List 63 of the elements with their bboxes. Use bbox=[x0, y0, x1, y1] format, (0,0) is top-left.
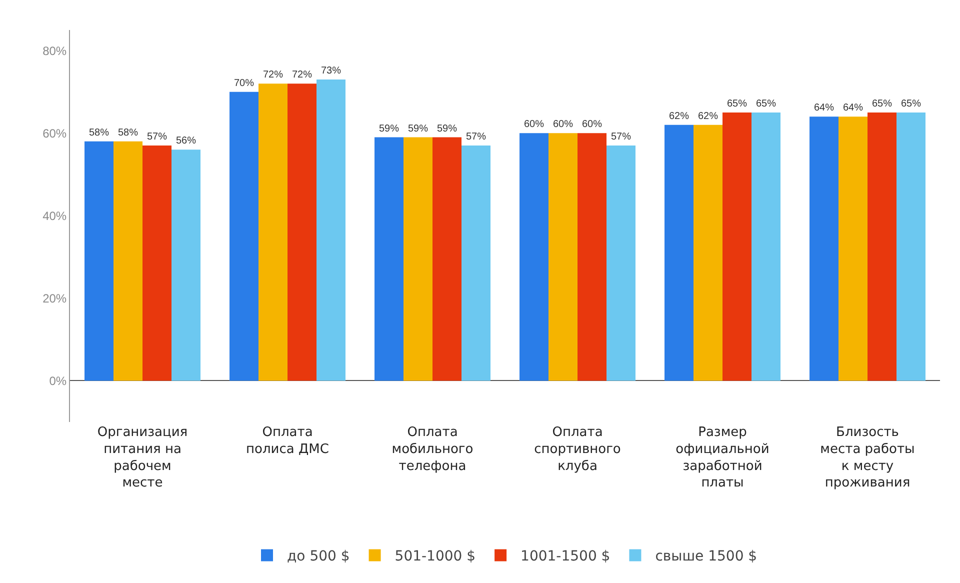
bar bbox=[868, 112, 896, 381]
data-label: 65% bbox=[756, 98, 776, 110]
y-tick-label: 0% bbox=[49, 374, 67, 388]
x-tick-label: Организация питания на рабочем месте bbox=[97, 425, 188, 491]
data-label: 62% bbox=[668, 110, 690, 122]
data-label: 58% bbox=[88, 127, 110, 138]
bar bbox=[810, 116, 838, 381]
data-label: 64% bbox=[814, 102, 834, 114]
bar bbox=[230, 92, 258, 381]
data-label: 57% bbox=[610, 132, 632, 143]
data-label: 60% bbox=[582, 119, 602, 130]
data-label: 72% bbox=[262, 70, 284, 81]
y-tick-label: 60% bbox=[42, 126, 67, 140]
legend-label: 501-1000 $ bbox=[394, 548, 476, 565]
data-label: 59% bbox=[436, 123, 458, 134]
bar bbox=[722, 112, 752, 381]
data-label: 57% bbox=[466, 132, 486, 143]
y-tick-label: 20% bbox=[42, 291, 67, 306]
bar bbox=[114, 141, 142, 381]
data-label: 65% bbox=[726, 98, 748, 110]
data-label: 57% bbox=[146, 132, 168, 143]
bar bbox=[838, 116, 868, 381]
data-label: 70% bbox=[234, 78, 254, 89]
data-label: 62% bbox=[698, 110, 718, 122]
bar bbox=[172, 150, 200, 381]
data-label: 58% bbox=[118, 127, 138, 138]
bar bbox=[84, 141, 114, 381]
bar bbox=[316, 80, 346, 381]
legend-label: 1001-1500 $ bbox=[520, 548, 610, 565]
x-tick-label: Оплата полиса ДМС bbox=[246, 425, 329, 457]
data-label: 72% bbox=[292, 70, 312, 81]
bar bbox=[606, 146, 636, 381]
x-tick-label: Близость места работы к месту проживания bbox=[820, 425, 915, 491]
y-tick-label: 40% bbox=[42, 208, 67, 223]
y-tick-label: 80% bbox=[42, 44, 67, 58]
bar bbox=[520, 133, 548, 381]
bar bbox=[548, 133, 578, 381]
bar bbox=[258, 84, 288, 381]
x-tick-label: Оплата спортивного клуба bbox=[534, 425, 621, 474]
bar bbox=[462, 146, 490, 381]
data-label: 65% bbox=[900, 98, 922, 110]
bar bbox=[404, 137, 432, 381]
bar bbox=[896, 112, 926, 381]
data-label: 56% bbox=[176, 136, 196, 147]
legend-label: свыше 1500 $ bbox=[655, 548, 758, 565]
data-label: 60% bbox=[552, 119, 574, 130]
data-label: 59% bbox=[378, 123, 400, 134]
bar bbox=[664, 124, 694, 381]
data-label: 60% bbox=[524, 119, 544, 130]
data-label: 65% bbox=[872, 98, 892, 110]
bar bbox=[288, 84, 316, 381]
bar bbox=[142, 146, 172, 381]
legend-label: до 500 $ bbox=[287, 548, 350, 565]
data-label: 59% bbox=[408, 123, 428, 134]
bar bbox=[432, 137, 462, 381]
bar bbox=[752, 112, 780, 381]
data-label: 64% bbox=[842, 102, 864, 114]
data-label: 73% bbox=[320, 66, 342, 77]
bar bbox=[578, 133, 606, 381]
x-tick-label: Размер официальной заработной платы bbox=[676, 425, 770, 491]
x-tick-label: Оплата мобильного телефона bbox=[392, 425, 474, 474]
bar bbox=[694, 124, 722, 381]
bar bbox=[374, 137, 404, 381]
